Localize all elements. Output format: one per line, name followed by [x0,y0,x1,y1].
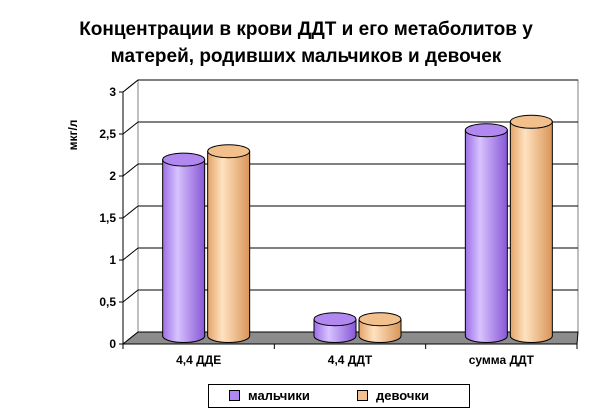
legend: мальчики девочки [208,384,470,408]
bar [207,144,251,343]
bar [358,312,402,343]
y-axis-label: мкг/л [66,120,80,151]
chart-title-line-1: Концентрации в крови ДДТ и его метаболит… [79,19,533,40]
y-tick-label: 0,5 [99,295,116,309]
chart-title-line-2: матерей, родивших мальчиков и девочек [110,46,502,67]
bar-body [207,150,251,343]
y-tick-label: 2 [109,169,116,183]
y-tick-label: 0 [109,337,116,351]
gridline-depth [122,121,139,135]
legend-item-boys: мальчики [229,389,310,403]
bar-top [162,152,206,167]
bar-top [313,312,357,327]
gridline-depth [122,289,139,303]
y-tick-label: 1,5 [99,211,116,225]
y-tick-label: 3 [109,85,116,99]
bar-body [509,121,553,343]
bar-body [464,129,508,343]
bar [464,123,508,343]
y-tick-labels: 0 0,5 1 1,5 2 2,5 3 [99,85,123,351]
bar-top [358,312,402,327]
bar-top [207,144,251,159]
chart-title: Концентрации в крови ДДТ и его метаболит… [0,16,612,70]
gridline-depth [122,247,139,261]
legend-label-girls: девочки [376,388,429,403]
legend-swatch-girls [357,390,368,401]
y-tick-label: 2,5 [99,127,116,141]
y-axis-label-text: мкг/л [66,120,80,151]
bar [509,114,553,343]
gridline-depth [122,79,139,93]
x-tick-label: сумма ДДТ [469,353,535,367]
gridline-depth [122,163,139,177]
x-tick-label: 4,4 ДДЕ [176,353,221,367]
legend-label-boys: мальчики [248,388,310,403]
legend-swatch-boys [229,390,240,401]
bar-top [509,114,553,129]
bar [313,312,357,343]
gridline-depth [122,205,139,219]
x-tick-labels: 4,4 ДДЕ 4,4 ДДТ сумма ДДТ [122,344,578,367]
legend-item-girls: девочки [357,389,429,403]
bar [162,152,206,343]
bars [162,114,553,343]
y-tick-label: 1 [109,253,116,267]
x-tick-label: 4,4 ДДТ [328,353,373,367]
bar-body [162,159,206,343]
bar-top [464,123,508,138]
